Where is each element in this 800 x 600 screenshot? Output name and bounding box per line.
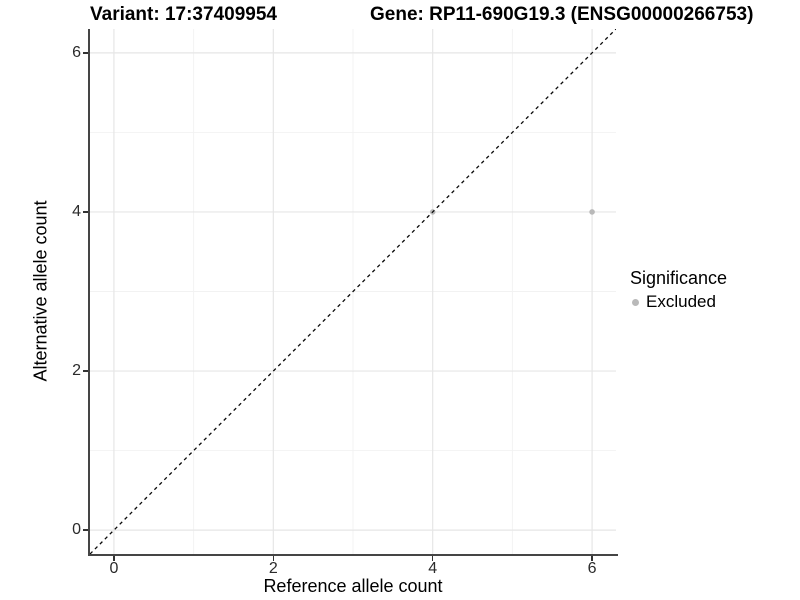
legend-items: Excluded: [630, 292, 727, 312]
x-axis-tick: [591, 556, 593, 561]
x-axis-tick: [113, 556, 115, 561]
x-tick-label: 4: [428, 560, 438, 577]
y-tick-label: 2: [72, 362, 81, 380]
legend-item-label: Excluded: [646, 292, 716, 311]
legend-item: Excluded: [632, 292, 727, 312]
y-tick-label: 0: [72, 521, 81, 539]
legend: Significance Excluded: [630, 268, 727, 312]
y-axis-tick: [83, 52, 88, 54]
y-tick-label: 4: [72, 202, 81, 220]
y-axis-tick: [83, 211, 88, 213]
x-tick-label: 6: [587, 560, 597, 577]
legend-point-swatch-icon: [632, 298, 639, 306]
x-tick-label: 2: [268, 560, 278, 577]
data-point: [589, 209, 595, 215]
x-tick-label: 0: [109, 560, 119, 577]
scatter-plot-canvas: [90, 29, 616, 554]
plot-panel: [88, 29, 618, 556]
gene-title: Gene: RP11-690G19.3 (ENSG00000266753): [370, 4, 754, 25]
variant-title: Variant: 17:37409954: [90, 4, 277, 25]
identity-line: [90, 29, 616, 554]
x-axis-title: Reference allele count: [263, 576, 443, 596]
y-axis-title: Alternative allele count: [30, 200, 51, 382]
y-tick-label: 6: [72, 43, 81, 61]
legend-title: Significance: [630, 268, 728, 288]
x-axis-tick: [431, 556, 434, 561]
y-axis-tick: [83, 370, 88, 372]
y-axis-tick: [83, 529, 88, 531]
x-axis-tick: [272, 556, 275, 561]
